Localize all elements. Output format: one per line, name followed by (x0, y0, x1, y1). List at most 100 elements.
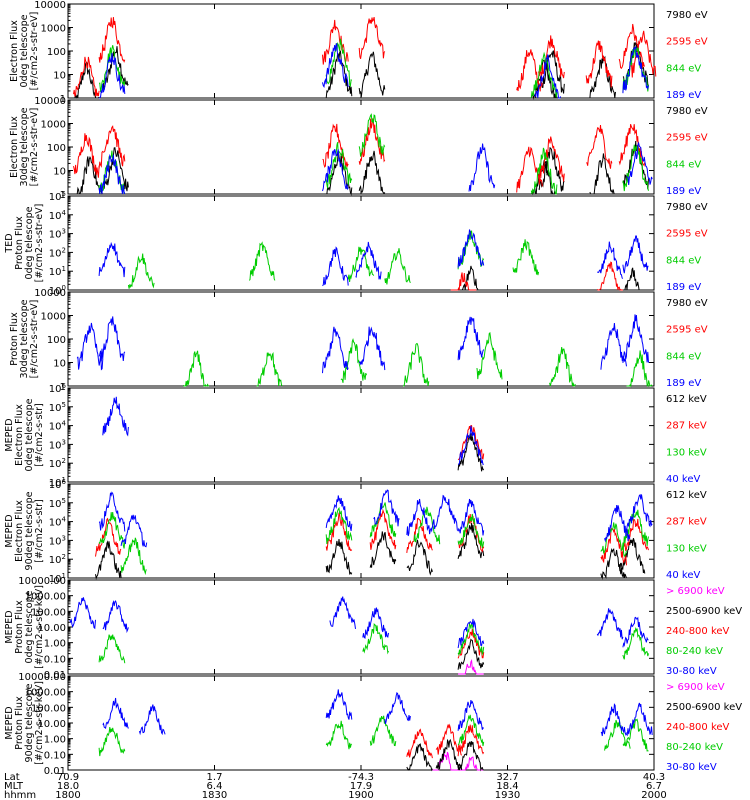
burst-trace (457, 714, 485, 747)
burst-trace (406, 743, 433, 772)
y-tick-label: 103 (49, 228, 66, 241)
legend-entry: 130 keV (666, 447, 707, 458)
burst-trace (604, 719, 631, 751)
time-tick-label: 1930 (495, 790, 520, 800)
y-tick-label: 104 (49, 209, 67, 222)
y-axis-label: 30deg telescope (19, 299, 30, 378)
burst-trace (597, 241, 624, 279)
y-tick-label: 105 (49, 401, 66, 414)
burst-trace (362, 607, 389, 639)
y-tick-label: 102 (49, 553, 66, 566)
y-tick-label: 10000 (34, 96, 66, 107)
burst-trace (450, 272, 477, 291)
burst-trace (369, 531, 397, 568)
y-tick-label: 1000 (41, 24, 66, 35)
y-tick-label: 1 (60, 190, 66, 201)
legend-entry: 7980 eV (666, 10, 708, 21)
y-axis-label: 0deg telescope (19, 14, 30, 87)
legend-entry: 287 keV (666, 421, 707, 432)
burst-trace (362, 622, 389, 655)
burst-trace (138, 704, 166, 736)
panel-2: 1 10 100 1000 10000 Electron Flux 30deg telesc… (9, 96, 708, 201)
y-tick-label: 103 (49, 438, 66, 451)
burst-trace (325, 142, 353, 189)
burst-trace (102, 396, 129, 437)
burst-trace (102, 599, 129, 634)
burst-trace (589, 153, 616, 195)
y-tick-label: 100.00 (31, 607, 66, 618)
burst-trace (384, 248, 411, 285)
y-tick-label: 10000 (34, 0, 66, 11)
time-axis: LatMLThhmm2020 Dec 3170.918.018001.76.41… (4, 772, 667, 800)
legend-entry: 7980 eV (666, 202, 708, 213)
legend-entry: 2500-6900 keV (666, 606, 742, 617)
y-axis-label: MEPED (4, 514, 15, 547)
y-tick-label: 101 (49, 572, 66, 585)
burst-trace (102, 147, 129, 192)
burst-trace (622, 518, 649, 553)
legend-entry: 844 eV (666, 159, 701, 170)
burst-trace (406, 728, 433, 759)
y-axis-label: [#/cm2-s-str-eV] (29, 300, 40, 379)
legend-entry: 189 eV (666, 186, 701, 197)
burst-trace (457, 724, 485, 757)
y-tick-label: 1 (60, 94, 66, 105)
burst-trace (622, 47, 649, 92)
burst-trace (457, 628, 485, 659)
y-tick-label: 0.01 (44, 766, 66, 777)
burst-trace (600, 547, 627, 580)
burst-trace (600, 527, 627, 566)
burst-trace (369, 502, 397, 538)
burst-trace (622, 235, 649, 274)
panel-8: 0.01 0.10 1.00 10.00 100.00 1000.00 10000.00 ME… (4, 672, 742, 777)
burst-trace (98, 52, 126, 99)
burst-trace (322, 43, 349, 89)
burst-trace (618, 23, 646, 70)
row-label: hhmm (4, 790, 36, 800)
burst-trace (457, 522, 485, 560)
burst-trace (534, 54, 562, 99)
y-tick-label: 106 (49, 478, 67, 491)
row-label: MLT (4, 781, 24, 792)
burst-trace (98, 316, 126, 362)
y-tick-label: 10000.00 (18, 672, 66, 683)
burst-trace (98, 45, 126, 93)
y-tick-label: 100 (47, 143, 66, 154)
lat-tick-label: 70.9 (57, 772, 79, 783)
burst-trace (538, 136, 565, 182)
legend-entry: 40 keV (666, 474, 700, 485)
burst-trace (626, 493, 653, 532)
burst-trace (458, 658, 484, 675)
panel-frame (67, 99, 655, 195)
legend-entry: 844 eV (666, 351, 701, 362)
y-tick-label: 0.10 (44, 750, 66, 761)
burst-trace (530, 59, 558, 100)
y-tick-label: 1000 (41, 312, 66, 323)
y-axis-label: [#/cm2-s-str-eV] (34, 204, 45, 283)
y-axis-label: Electron Flux (9, 20, 20, 82)
burst-trace (95, 517, 122, 557)
y-tick-label: 1 (60, 382, 66, 393)
y-axis-label: 0deg telescope (24, 206, 35, 279)
burst-trace (98, 491, 126, 532)
legend-entry: 2595 eV (666, 133, 708, 144)
y-tick-label: 101 (49, 265, 66, 278)
burst-trace (347, 246, 375, 283)
y-axis-label: 30deg telescope (19, 107, 30, 186)
burst-trace (458, 756, 484, 771)
mlt-tick-label: 6.7 (646, 781, 662, 792)
panel-3: 100 101 102 103 104 105 TED Proton Flux 0deg tel… (4, 190, 708, 297)
legend-entry: 2595 eV (666, 37, 708, 48)
y-tick-label: 10.00 (37, 623, 66, 634)
burst-trace (325, 512, 353, 552)
legend-entry: 612 keV (666, 490, 707, 501)
burst-trace (406, 539, 433, 576)
burst-trace (358, 51, 386, 98)
legend-entry: 844 eV (666, 255, 701, 266)
legend-entry: 80-240 keV (666, 742, 723, 753)
burst-trace (457, 741, 484, 772)
y-tick-label: 10 (53, 71, 66, 82)
burst-trace (73, 133, 100, 178)
y-tick-label: 100 (47, 335, 66, 346)
panel-frame (67, 195, 655, 291)
